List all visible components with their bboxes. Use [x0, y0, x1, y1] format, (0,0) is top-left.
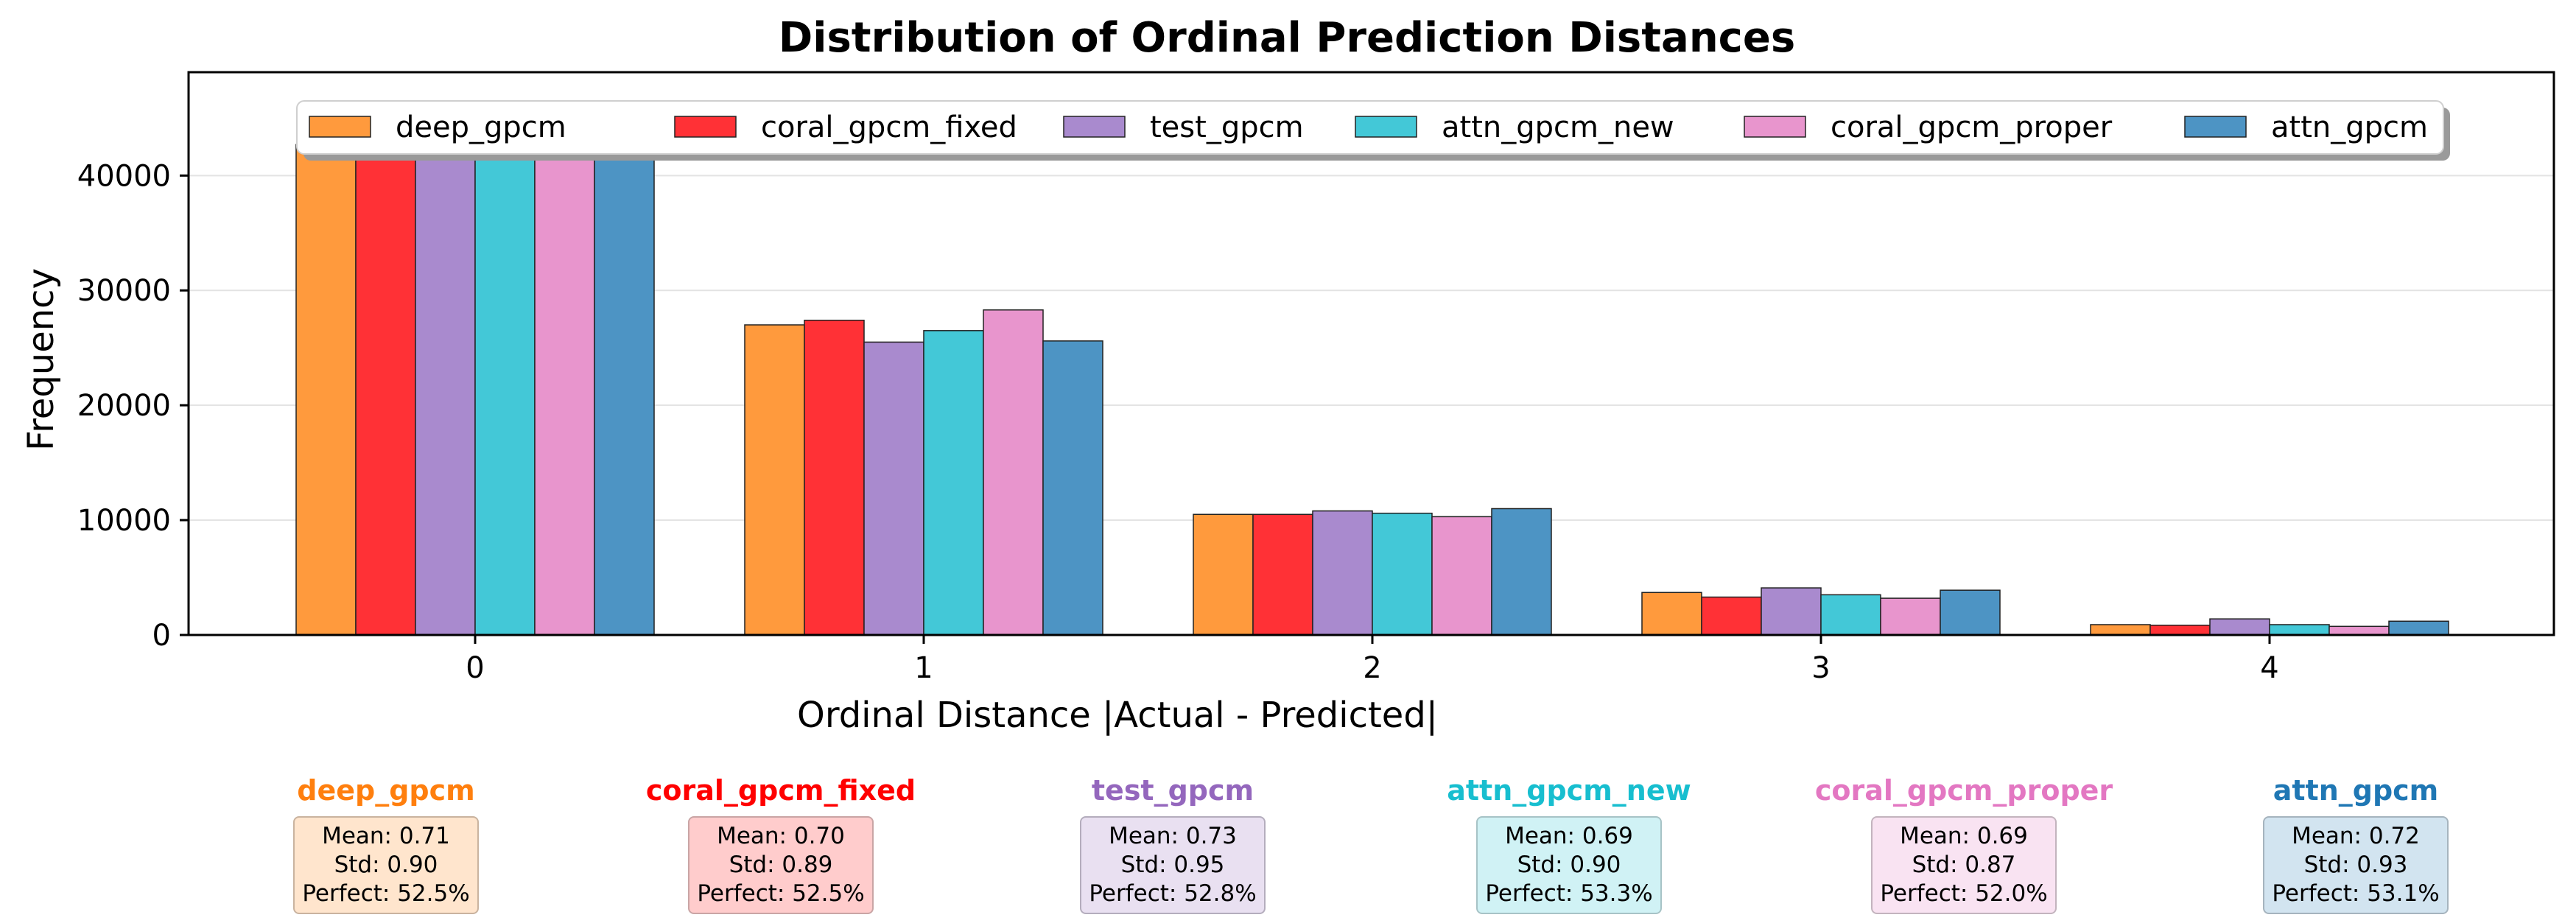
bar [1820, 594, 1881, 636]
stat-std: Std: 0.95 [1120, 852, 1225, 878]
bar [1701, 596, 1762, 636]
stat-model-name: test_gpcm [1091, 774, 1254, 807]
stat-model-name: coral_gpcm_proper [1814, 774, 2113, 807]
bar [1761, 587, 1822, 636]
legend-swatch [674, 116, 737, 138]
y-tick-label: 0 [152, 619, 171, 653]
bar [1193, 513, 1254, 636]
bar [295, 144, 357, 636]
stat-card: coral_gpcm_proper Mean: 0.69 Std: 0.87 Perf… [1814, 759, 2113, 914]
bar [744, 324, 805, 636]
bar [2149, 624, 2211, 636]
y-tick-label: 20000 [77, 389, 171, 423]
stat-card: coral_gpcm_fixed Mean: 0.70 Std: 0.89 Perfe… [634, 759, 928, 914]
model-stats-panel: deep_gpcm Mean: 0.71 Std: 0.90 Perfect: 52.… [0, 759, 2576, 923]
bar [2209, 618, 2270, 636]
stat-card: test_gpcm Mean: 0.73 Std: 0.95 Perfect: 52.… [1025, 759, 1320, 914]
stat-std: Std: 0.93 [2303, 852, 2408, 878]
stat-mean: Mean: 0.70 [717, 823, 845, 849]
legend-label: test_gpcm [1150, 110, 1304, 144]
bar [355, 144, 416, 636]
bar [594, 144, 655, 636]
bar [923, 330, 984, 636]
stat-perfect: Perfect: 53.3% [1485, 880, 1653, 907]
legend-label: attn_gpcm [2271, 110, 2428, 144]
stat-std: Std: 0.87 [1912, 852, 2016, 878]
bar [1940, 589, 2001, 636]
bar [1491, 508, 1552, 636]
stat-std: Std: 0.90 [1517, 852, 1621, 878]
bar [1312, 510, 1373, 636]
stat-mean: Mean: 0.69 [1505, 823, 1633, 849]
bar [415, 144, 476, 636]
stat-box: Mean: 0.69 Std: 0.90 Perfect: 53.3% [1476, 816, 1662, 914]
bar [474, 144, 536, 636]
stat-card: attn_gpcm_new Mean: 0.69 Std: 0.90 Perfect:… [1422, 759, 1716, 914]
stat-card: attn_gpcm Mean: 0.72 Std: 0.93 Perfect: 53.… [2208, 759, 2503, 914]
x-tick-label: 1 [914, 651, 933, 685]
y-tick-label: 30000 [77, 274, 171, 308]
bar [2388, 620, 2449, 636]
stat-box: Mean: 0.72 Std: 0.93 Perfect: 53.1% [2263, 816, 2449, 914]
x-tick-label: 2 [1363, 651, 1381, 685]
stat-std: Std: 0.89 [729, 852, 833, 878]
legend-label: coral_gpcm_proper [1831, 110, 2113, 144]
stat-mean: Mean: 0.73 [1109, 823, 1237, 849]
stat-perfect: Perfect: 52.5% [302, 880, 470, 907]
bar [1042, 340, 1103, 636]
bar [1372, 512, 1433, 636]
stat-mean: Mean: 0.72 [2292, 823, 2420, 849]
legend-swatch [1355, 116, 1417, 138]
y-tick-label: 10000 [77, 504, 171, 538]
x-axis-label: Ordinal Distance |Actual - Predicted| [797, 695, 1438, 736]
stat-box: Mean: 0.69 Std: 0.87 Perfect: 52.0% [1871, 816, 2057, 914]
bar [1431, 516, 1492, 636]
stat-box: Mean: 0.73 Std: 0.95 Perfect: 52.8% [1080, 816, 1266, 914]
legend-swatch [309, 116, 371, 138]
bar [2328, 625, 2390, 636]
legend-swatch [1744, 116, 1806, 138]
stat-model-name: deep_gpcm [297, 774, 475, 807]
y-axis-ticks: 0 10000 20000 30000 40000 [77, 159, 189, 653]
y-axis-label: Frequency [21, 268, 62, 451]
stat-std: Std: 0.90 [334, 852, 438, 878]
stat-mean: Mean: 0.69 [1900, 823, 2028, 849]
stat-model-name: coral_gpcm_fixed [645, 774, 916, 807]
stat-perfect: Perfect: 53.1% [2272, 880, 2440, 907]
stat-mean: Mean: 0.71 [322, 823, 450, 849]
legend: deep_gpcm coral_gpcm_fixed test_gpcm attn_g… [296, 100, 2450, 161]
stat-perfect: Perfect: 52.0% [1880, 880, 2048, 907]
bar [983, 309, 1044, 636]
x-tick-label: 0 [466, 651, 484, 685]
legend-label: deep_gpcm [396, 110, 566, 144]
stat-card: deep_gpcm Mean: 0.71 Std: 0.90 Perfect: 52.… [239, 759, 533, 914]
stat-model-name: attn_gpcm [2273, 774, 2439, 807]
stat-perfect: Perfect: 52.5% [697, 880, 865, 907]
legend-swatch [1063, 116, 1126, 138]
bar [2090, 624, 2151, 636]
legend-label: coral_gpcm_fixed [761, 110, 1017, 144]
stat-box: Mean: 0.71 Std: 0.90 Perfect: 52.5% [293, 816, 479, 914]
chart-title: Distribution of Ordinal Prediction Dista… [779, 14, 1795, 62]
legend-swatch [2184, 116, 2247, 138]
bar [863, 341, 924, 636]
bar [804, 320, 865, 636]
bar [534, 144, 595, 636]
bar [1252, 513, 1313, 636]
stat-perfect: Perfect: 52.8% [1089, 880, 1257, 907]
stat-model-name: attn_gpcm_new [1447, 774, 1691, 807]
bar [1641, 592, 1702, 636]
bar [2269, 624, 2330, 636]
x-tick-label: 3 [1811, 651, 1830, 685]
y-tick-label: 40000 [77, 159, 171, 193]
stat-box: Mean: 0.70 Std: 0.89 Perfect: 52.5% [688, 816, 874, 914]
legend-label: attn_gpcm_new [1442, 110, 1674, 144]
x-tick-label: 4 [2260, 651, 2278, 685]
bar [1880, 597, 1941, 636]
x-axis-ticks: 0 1 2 3 4 [466, 635, 2279, 685]
